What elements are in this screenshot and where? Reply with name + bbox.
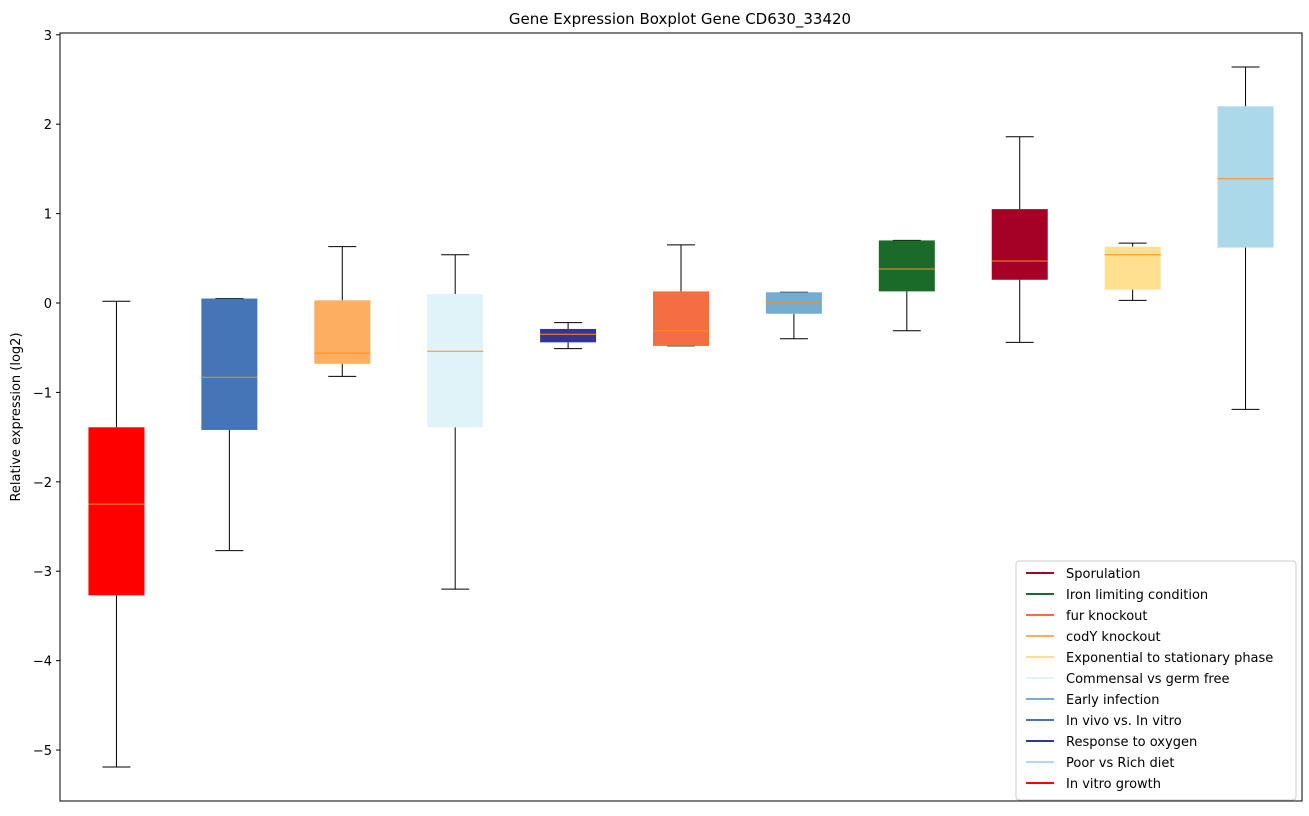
- box-response-to-oxygen: [540, 322, 597, 350]
- legend-label: Iron limiting condition: [1066, 588, 1208, 603]
- y-tick-label: −1: [33, 386, 52, 401]
- box-fur-knockout: [653, 244, 709, 347]
- box-commensal-vs-germ-free: [427, 254, 484, 590]
- plot-frame: [59, 32, 1303, 802]
- y-tick-label: 0: [44, 297, 52, 312]
- box-cody-knockout: [314, 246, 371, 377]
- box-poor-vs-rich-diet: [1217, 66, 1274, 410]
- box-body: [653, 291, 709, 346]
- box-body: [765, 292, 822, 314]
- box-sporulation: [991, 136, 1048, 343]
- box-early-infection: [765, 291, 822, 340]
- legend-label: Commensal vs germ free: [1066, 672, 1229, 687]
- y-tick-label: −5: [33, 744, 52, 759]
- legend-box: [1015, 560, 1297, 801]
- box-body: [540, 328, 597, 343]
- y-axis-label: Relative expression (log2): [9, 332, 24, 501]
- legend-label: fur knockout: [1066, 609, 1148, 624]
- legend-label: In vivo vs. In vitro: [1066, 714, 1182, 729]
- legend-label: Early infection: [1066, 693, 1159, 708]
- legend-label: Response to oxygen: [1066, 735, 1197, 750]
- legend-label: In vitro growth: [1066, 777, 1161, 792]
- legend-label: Exponential to stationary phase: [1066, 651, 1273, 666]
- legend-label: codY knockout: [1066, 630, 1161, 645]
- box-body: [201, 298, 258, 430]
- box-body: [427, 294, 484, 428]
- y-tick-label: −4: [33, 655, 52, 670]
- y-tick-label: 3: [44, 29, 52, 44]
- box-body: [991, 209, 1048, 280]
- box-body: [88, 427, 145, 596]
- box-iron-limiting-condition: [878, 239, 935, 332]
- y-tick-label: −3: [33, 565, 52, 580]
- box-in-vitro-growth: [88, 300, 145, 768]
- box-in-vivo-vs-in-vitro: [201, 298, 258, 552]
- box-body: [1104, 246, 1161, 290]
- chart-title: Gene Expression Boxplot Gene CD630_33420: [509, 10, 851, 29]
- box-body: [314, 300, 371, 364]
- y-tick-label: 2: [44, 118, 52, 133]
- legend-label: Poor vs Rich diet: [1066, 756, 1174, 771]
- box-exponential-to-stationary-phase: [1104, 242, 1161, 301]
- box-body: [878, 240, 935, 292]
- y-tick-label: −2: [33, 476, 52, 491]
- legend-label: Sporulation: [1066, 567, 1141, 582]
- y-tick-label: 1: [44, 208, 52, 223]
- box-body: [1217, 106, 1274, 248]
